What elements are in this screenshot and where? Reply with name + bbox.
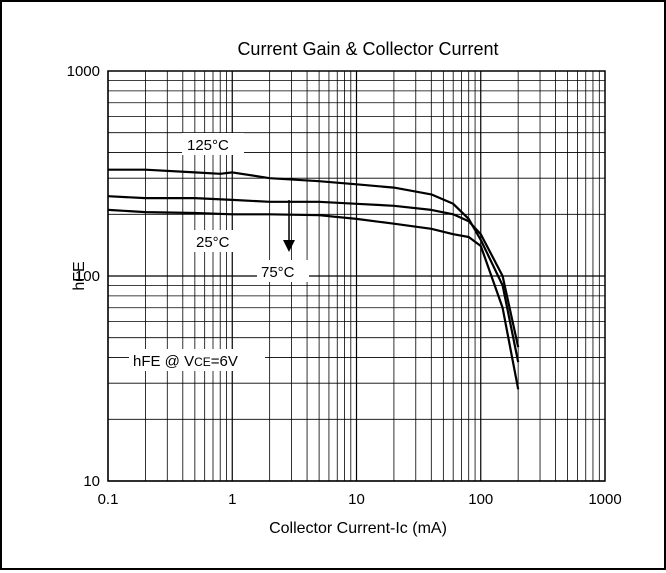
x-tick-label: 100 xyxy=(468,491,493,508)
curves xyxy=(107,168,520,390)
series-line-1 xyxy=(107,195,520,348)
arrow-head xyxy=(283,240,295,252)
x-tick-label: 0.1 xyxy=(98,491,119,508)
plot-border xyxy=(107,70,606,482)
label-125-bg xyxy=(182,133,244,155)
y-tick-label: 100 xyxy=(75,268,100,285)
x-tick-label: 1 xyxy=(228,491,236,508)
y-tick-label: 1000 xyxy=(67,63,100,80)
series-line-2 xyxy=(107,208,520,390)
label-75-bg xyxy=(257,260,309,282)
label-125: 125°C xyxy=(187,137,229,154)
x-tick-label: 10 xyxy=(348,491,365,508)
series-line-0 xyxy=(108,168,520,363)
chart-title: Current Gain & Collector Current xyxy=(237,39,498,59)
grid xyxy=(107,71,605,482)
condition-label: hFE @ VCE=6V xyxy=(133,353,238,370)
label-25-bg xyxy=(192,230,244,252)
condition-bg xyxy=(129,349,265,371)
label-75: 75°C xyxy=(261,264,295,281)
label-25: 25°C xyxy=(196,234,230,251)
x-tick-label: 1000 xyxy=(588,491,621,508)
x-axis-label: Collector Current-Ic (mA) xyxy=(269,520,447,537)
tick-labels: 0.1 1 10 100 1000 10 100 1000 xyxy=(67,63,622,508)
y-tick-label: 10 xyxy=(83,473,100,490)
y-axis-label: hFE xyxy=(71,261,88,290)
